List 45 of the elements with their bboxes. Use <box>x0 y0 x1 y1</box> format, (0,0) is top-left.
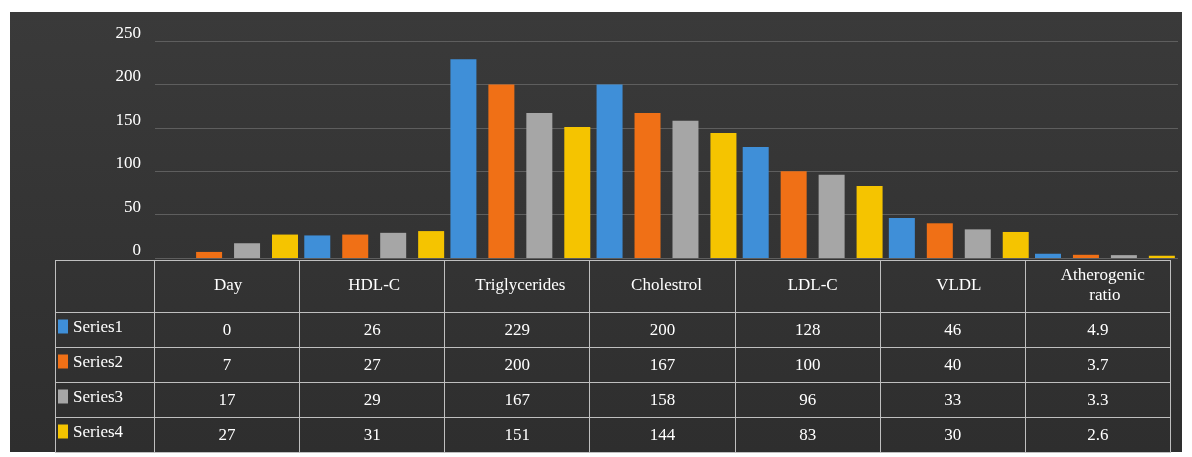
data-label: 31 <box>299 417 445 453</box>
y-tick-label: 150 <box>115 109 141 129</box>
data-label: 167 <box>444 382 590 418</box>
data-label: 27 <box>299 347 445 383</box>
x-tick-label: LDL-C <box>787 274 838 294</box>
data-label: 83 <box>735 417 881 453</box>
data-label: 7 <box>154 347 300 383</box>
data-label: 17 <box>154 382 300 418</box>
data-label: 30 <box>880 417 1026 453</box>
data-label: 40 <box>880 347 1026 383</box>
data-label: 144 <box>589 417 736 453</box>
legend-label: Series2 <box>73 352 124 371</box>
data-label: 27 <box>154 417 300 453</box>
x-tick-label: VLDL <box>936 274 982 294</box>
data-label: 26 <box>299 312 445 348</box>
y-tick-label: 200 <box>115 66 141 86</box>
data-label: 2.6 <box>1025 417 1171 453</box>
x-tick-label: Atherogenic ratio <box>1060 264 1150 304</box>
data-label: 0 <box>154 312 300 348</box>
x-tick-label: Day <box>213 274 243 294</box>
data-label: 128 <box>735 312 881 348</box>
data-label: 96 <box>735 382 881 418</box>
data-label: 3.3 <box>1025 382 1171 418</box>
data-label: 158 <box>589 382 736 418</box>
legend-label: Series4 <box>73 422 124 441</box>
y-tick-label: 100 <box>115 153 141 173</box>
data-label: 100 <box>735 347 881 383</box>
data-label: 3.7 <box>1025 347 1171 383</box>
y-tick-label: 50 <box>124 196 141 216</box>
x-tick-label: Cholestrol <box>631 274 703 294</box>
y-tick-label: 0 <box>132 240 141 259</box>
data-label: 229 <box>444 312 590 348</box>
y-tick-label: 250 <box>115 23 141 42</box>
data-label: 33 <box>880 382 1026 418</box>
x-tick-label: HDL-C <box>348 274 401 294</box>
legend-label: Series1 <box>73 317 124 336</box>
data-label: 46 <box>880 312 1026 348</box>
data-label: 151 <box>444 417 590 453</box>
data-label: 29 <box>299 382 445 418</box>
data-label: 200 <box>589 312 736 348</box>
legend-label: Series3 <box>73 387 124 406</box>
data-label: 200 <box>444 347 590 383</box>
data-label: 167 <box>589 347 736 383</box>
x-tick-label: Triglycerides <box>475 274 566 294</box>
data-label: 4.9 <box>1025 312 1171 348</box>
